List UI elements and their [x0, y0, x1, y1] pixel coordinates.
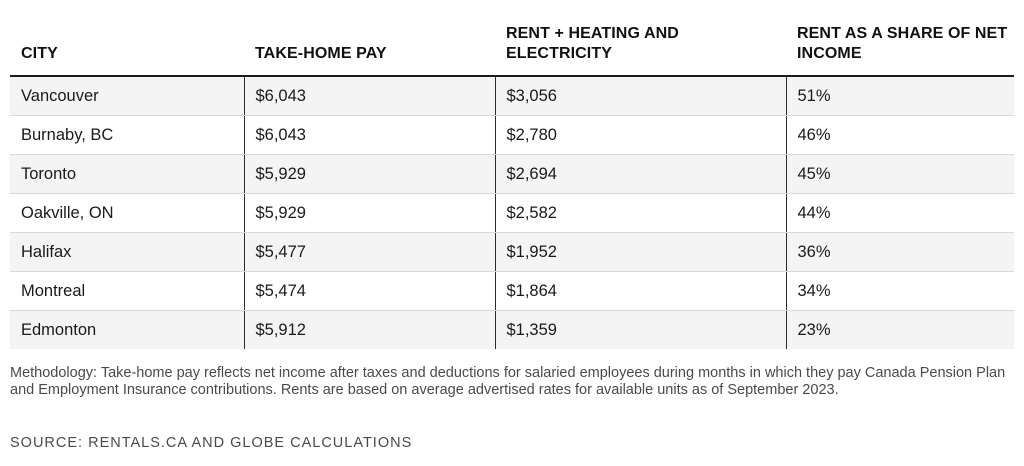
city-cell: Edmonton — [10, 310, 244, 349]
take-home-pay-cell: $6,043 — [243, 115, 495, 155]
table-row: Toronto $5,929 $2,694 45% — [10, 154, 1014, 194]
table-row: Halifax $5,477 $1,952 36% — [10, 232, 1014, 272]
city-cell: Oakville, ON — [10, 193, 244, 233]
take-home-pay-cell: $5,477 — [243, 232, 495, 272]
city-cell: Toronto — [10, 154, 244, 194]
take-home-pay-cell: $5,929 — [243, 193, 495, 233]
share-cell: 46% — [785, 115, 1014, 155]
rent-cell: $1,952 — [494, 232, 786, 272]
methodology-note: Methodology: Take-home pay reflects net … — [10, 365, 1006, 398]
city-cell: Burnaby, BC — [10, 115, 244, 155]
city-cell: Halifax — [10, 232, 244, 272]
table-row: Vancouver $6,043 $3,056 51% — [10, 76, 1014, 116]
header-take-home-pay: TAKE-HOME PAY — [244, 0, 495, 77]
table-row: Oakville, ON $5,929 $2,582 44% — [10, 193, 1014, 233]
table-body: Vancouver $6,043 $3,056 51% Burnaby, BC … — [10, 76, 1014, 349]
table-row: Montreal $5,474 $1,864 34% — [10, 271, 1014, 311]
take-home-pay-cell: $5,474 — [243, 271, 495, 311]
header-row: CITY TAKE-HOME PAY RENT + HEATING AND EL… — [10, 0, 1014, 77]
share-cell: 23% — [785, 310, 1014, 349]
source-line: SOURCE: RENTALS.CA AND GLOBE CALCULATION… — [10, 435, 413, 451]
table-row: Burnaby, BC $6,043 $2,780 46% — [10, 115, 1014, 155]
rent-cell: $2,582 — [494, 193, 786, 233]
take-home-pay-cell: $5,912 — [243, 310, 495, 349]
table-header: CITY TAKE-HOME PAY RENT + HEATING AND EL… — [10, 0, 1014, 77]
take-home-pay-cell: $5,929 — [243, 154, 495, 194]
share-cell: 44% — [785, 193, 1014, 233]
share-cell: 45% — [785, 154, 1014, 194]
rent-cell: $1,864 — [494, 271, 786, 311]
header-rent-heating-electricity: RENT + HEATING AND ELECTRICITY — [495, 0, 786, 77]
header-city: CITY — [10, 0, 244, 77]
rent-cell: $3,056 — [494, 76, 786, 116]
header-rent-share: RENT AS A SHARE OF NET INCOME — [786, 0, 1014, 77]
take-home-pay-cell: $6,043 — [243, 76, 495, 116]
city-cell: Vancouver — [10, 76, 244, 116]
share-cell: 36% — [785, 232, 1014, 272]
city-cell: Montreal — [10, 271, 244, 311]
share-cell: 51% — [785, 76, 1014, 116]
table-row: Edmonton $5,912 $1,359 23% — [10, 310, 1014, 349]
rent-cell: $1,359 — [494, 310, 786, 349]
rent-cell: $2,694 — [494, 154, 786, 194]
rent-cell: $2,780 — [494, 115, 786, 155]
rent-table: CITY TAKE-HOME PAY RENT + HEATING AND EL… — [10, 0, 1014, 349]
share-cell: 34% — [785, 271, 1014, 311]
